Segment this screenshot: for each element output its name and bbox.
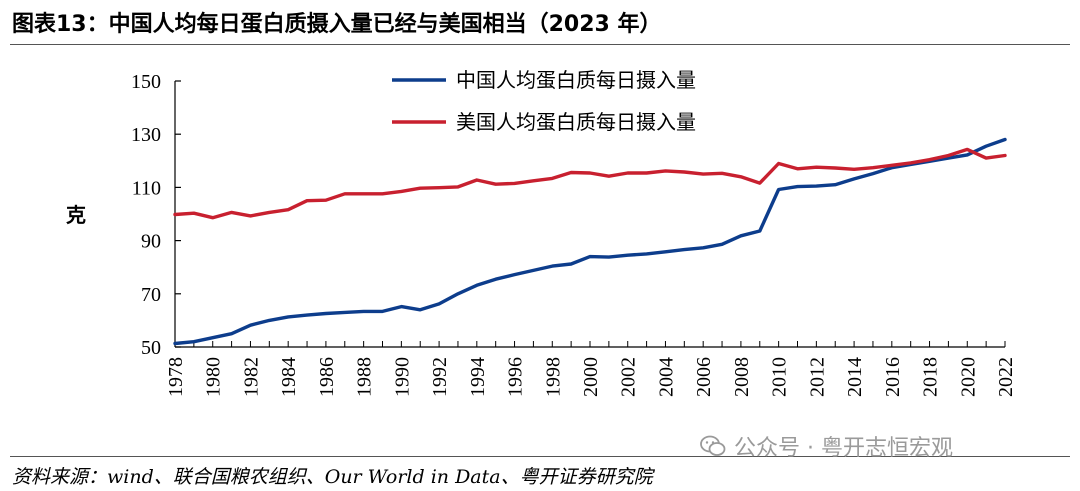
x-tick-label: 2006 — [693, 357, 715, 397]
watermark-text: 公众号 · 粤开志恒宏观 — [734, 436, 953, 461]
x-tick-label: 1998 — [542, 357, 564, 397]
source-note: 资料来源：wind、联合国粮农组织、Our World in Data、粤开证券… — [12, 466, 653, 488]
x-tick-label: 1984 — [278, 357, 300, 397]
chart-axes: 50 70 90 110 130 150 1978 1980 1982 1984 1986 1988 1… — [131, 71, 1017, 397]
series-line-usa — [173, 147, 1007, 220]
y-tick-label: 50 — [141, 337, 161, 359]
x-tick-label: 2012 — [806, 357, 828, 397]
x-tick-label: 2002 — [618, 357, 640, 397]
y-tick-label: 150 — [131, 71, 161, 93]
x-tick-label: 1982 — [240, 357, 262, 397]
y-axis-label: 克 — [66, 203, 86, 227]
x-tick-label: 1986 — [316, 357, 338, 397]
x-tick-label: 1988 — [354, 357, 376, 397]
chart-series — [173, 137, 1007, 346]
series-line-china — [173, 137, 1007, 346]
x-tick-label: 1996 — [505, 357, 527, 397]
y-tick-label: 130 — [131, 124, 161, 146]
x-tick-label: 1994 — [467, 357, 489, 397]
x-tick-label: 1980 — [203, 357, 225, 397]
x-tick-label: 2000 — [580, 357, 602, 397]
x-tick-label: 2016 — [882, 357, 904, 397]
y-tick-label: 110 — [132, 177, 161, 199]
x-tick-label: 1992 — [429, 357, 451, 397]
legend-label-china: 中国人均蛋白质每日摄入量 — [456, 68, 696, 92]
y-tick-label: 90 — [141, 231, 161, 253]
x-tick-label: 2020 — [957, 357, 979, 397]
x-tick-label: 2004 — [655, 357, 677, 397]
x-tick-label: 1990 — [391, 357, 413, 397]
top-divider — [10, 44, 1070, 45]
legend-label-usa: 美国人均蛋白质每日摄入量 — [456, 110, 696, 134]
x-tick-label: 2008 — [731, 357, 753, 397]
x-tick-label: 2022 — [995, 357, 1017, 397]
bottom-divider — [10, 456, 1070, 457]
x-tick-label: 1978 — [165, 357, 187, 397]
watermark: 公众号 · 粤开志恒宏观 — [700, 430, 953, 462]
x-tick-label: 2018 — [920, 357, 942, 397]
wechat-icon — [700, 435, 726, 456]
x-tick-label: 2010 — [769, 357, 791, 397]
chart-title: 图表13：中国人均每日蛋白质摄入量已经与美国相当（2023 年） — [12, 12, 662, 37]
y-tick-label: 70 — [141, 284, 161, 306]
x-tick-label: 2014 — [844, 357, 866, 397]
